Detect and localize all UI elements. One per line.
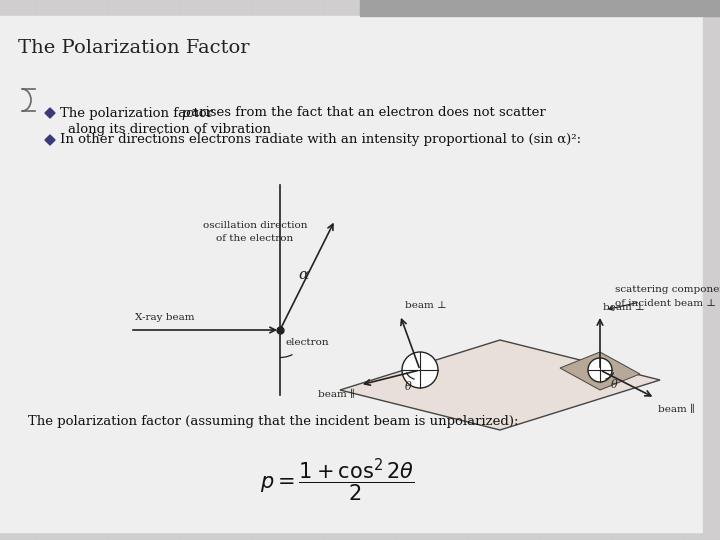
Text: The Polarization Factor: The Polarization Factor [18,39,250,57]
Text: scattering component: scattering component [615,286,720,294]
Circle shape [402,352,438,388]
Bar [703,16,720,532]
Polygon shape [560,352,640,390]
Text: The polarization factor (assuming that the incident beam is unpolarized):: The polarization factor (assuming that t… [28,415,518,429]
Circle shape [588,358,612,382]
Text: along its direction of vibration: along its direction of vibration [68,123,271,136]
Text: X-ray beam: X-ray beam [135,313,194,322]
Polygon shape [45,108,55,118]
Text: θ: θ [405,382,411,392]
Text: α: α [298,268,308,282]
Text: oscillation direction: oscillation direction [203,221,307,230]
Text: beam ∥: beam ∥ [318,390,355,399]
Text: beam ⊥: beam ⊥ [405,301,446,310]
Text: electron: electron [285,338,328,347]
Text: The polarization factor: The polarization factor [60,106,217,119]
Text: of incident beam ⊥: of incident beam ⊥ [615,299,716,307]
Text: In other directions electrons radiate with an intensity proportional to (sin α)²: In other directions electrons radiate wi… [60,133,581,146]
Text: θ: θ [611,380,617,390]
Polygon shape [340,340,660,430]
Polygon shape [45,135,55,145]
Text: $p = \dfrac{1+\cos^2 2\theta}{2}$: $p = \dfrac{1+\cos^2 2\theta}{2}$ [260,456,415,504]
Text: p: p [181,106,189,119]
Text: of the electron: of the electron [217,234,294,243]
Text: beam ∥: beam ∥ [658,405,695,414]
Bar [360,0,720,16]
Text: arises from the fact that an electron does not scatter: arises from the fact that an electron do… [186,106,546,119]
Text: beam ⊥: beam ⊥ [603,303,644,312]
